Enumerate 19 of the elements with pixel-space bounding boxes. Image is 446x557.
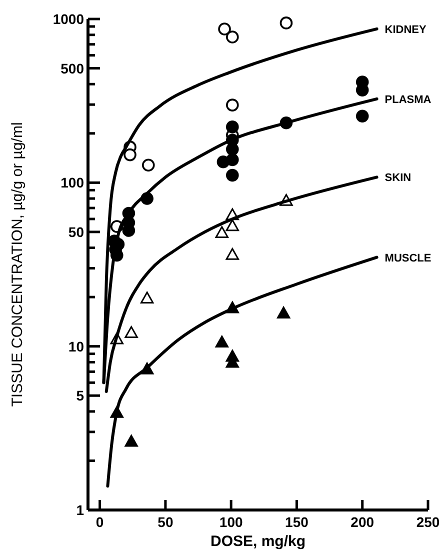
- y-tick-label: 500: [60, 60, 84, 76]
- y-axis-title: TISSUE CONCENTRATION, µg/g or µg/ml: [9, 122, 26, 407]
- series-label: MUSCLE: [384, 252, 432, 264]
- series-label: SKIN: [384, 172, 412, 184]
- y-tick-label: 100: [60, 174, 84, 191]
- x-tick-label: 200: [350, 514, 374, 530]
- x-tick-label: 50: [158, 514, 174, 530]
- x-tick-label: 100: [219, 514, 243, 530]
- y-tick-label: 1: [76, 502, 84, 518]
- y-tick-label: 50: [68, 224, 84, 240]
- y-tick-label: 5: [76, 388, 84, 404]
- x-tick-label: 250: [416, 514, 440, 530]
- series-label: KIDNEY: [384, 24, 428, 36]
- x-axis-title: DOSE, mg/kg: [210, 533, 306, 550]
- series-label: PLASMA: [384, 94, 432, 106]
- x-tick-label: 150: [285, 514, 309, 530]
- y-tick-label: 10: [68, 338, 84, 354]
- x-tick-label: 0: [96, 514, 104, 530]
- y-tick-label: 1000: [52, 11, 84, 27]
